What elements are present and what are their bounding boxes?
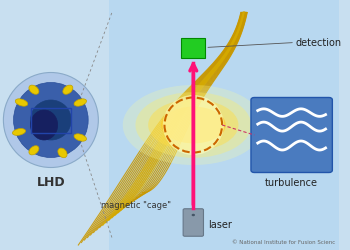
Text: LHD: LHD	[36, 176, 65, 189]
Ellipse shape	[4, 72, 98, 168]
Ellipse shape	[14, 82, 88, 158]
FancyBboxPatch shape	[183, 209, 203, 236]
FancyBboxPatch shape	[251, 98, 332, 172]
Ellipse shape	[135, 92, 251, 158]
Ellipse shape	[29, 146, 39, 155]
Ellipse shape	[13, 128, 26, 135]
Ellipse shape	[163, 95, 224, 155]
Text: turbulence: turbulence	[265, 178, 318, 188]
Ellipse shape	[63, 85, 73, 94]
Ellipse shape	[74, 134, 86, 141]
Ellipse shape	[58, 148, 67, 158]
Ellipse shape	[74, 99, 86, 106]
Ellipse shape	[30, 110, 58, 140]
Text: magnetic "cage": magnetic "cage"	[101, 200, 171, 209]
Ellipse shape	[29, 85, 39, 94]
Ellipse shape	[15, 99, 28, 106]
Bar	[108, 0, 339, 250]
Ellipse shape	[30, 100, 71, 140]
Ellipse shape	[191, 214, 195, 216]
Text: laser: laser	[209, 220, 232, 230]
Text: detection: detection	[295, 38, 341, 48]
Ellipse shape	[148, 100, 238, 150]
Ellipse shape	[161, 106, 226, 144]
Text: © National Institute for Fusion Scienc: © National Institute for Fusion Scienc	[232, 240, 336, 245]
Bar	[181, 38, 205, 58]
Ellipse shape	[123, 85, 264, 165]
Bar	[30, 108, 71, 132]
